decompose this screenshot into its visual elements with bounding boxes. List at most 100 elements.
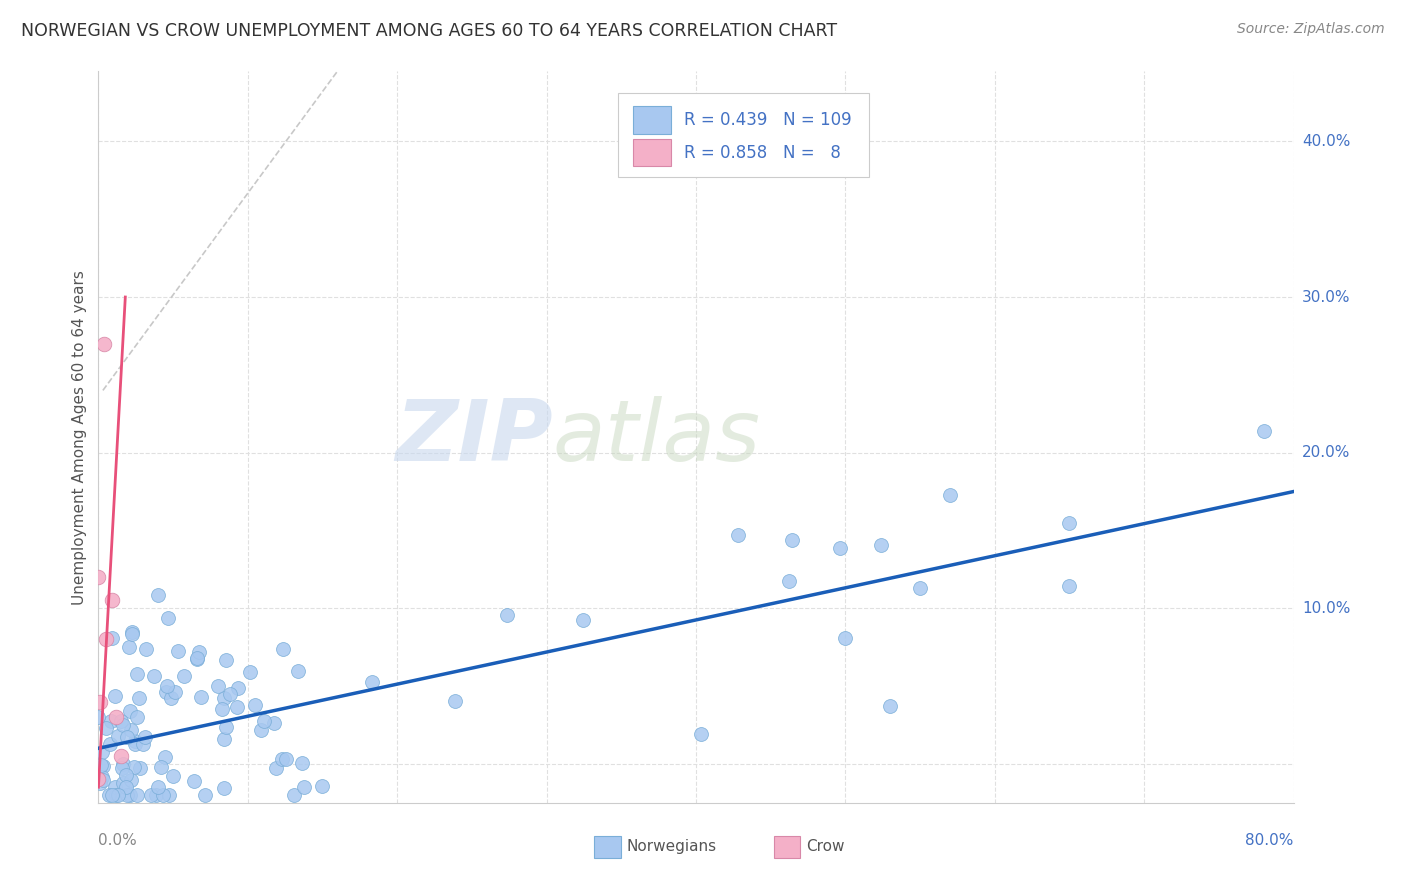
Point [115,780,138,794]
Point [107,729,129,743]
Point [111,760,134,774]
Point [129,761,152,775]
Point [139,788,162,802]
Point [135,642,157,657]
Point [105,788,128,802]
Point [111,776,134,790]
Point [89,776,111,790]
Point [107,788,129,802]
Point [1253,424,1275,438]
Point [211,701,233,715]
Point [287,665,309,679]
Point [166,643,188,657]
Point [245,698,267,712]
Point [132,737,155,751]
Point [361,675,384,690]
Point [225,699,247,714]
Text: Crow: Crow [806,839,845,855]
Text: 30.0%: 30.0% [1302,290,1350,304]
Point [100,714,122,729]
Point [253,714,276,728]
Text: 20.0%: 20.0% [1302,445,1350,460]
Point [239,665,262,680]
Point [111,718,134,732]
Point [105,710,128,724]
Point [879,698,901,713]
Point [120,772,142,787]
Point [117,788,139,802]
Text: atlas: atlas [553,395,761,479]
Point [250,723,273,738]
Point [155,685,177,699]
Point [128,690,150,705]
Point [156,680,179,694]
Point [87,772,110,787]
Text: 40.0%: 40.0% [1302,134,1350,149]
Point [90,758,112,772]
Point [121,627,143,641]
Point [274,752,297,766]
Point [156,610,179,624]
Point [271,752,294,766]
Point [153,749,176,764]
Point [134,731,156,745]
Point [908,581,931,595]
Bar [633,106,671,134]
Point [122,760,145,774]
Text: Source: ZipAtlas.com: Source: ZipAtlas.com [1237,22,1385,37]
Point [127,710,149,724]
Point [87,570,110,584]
Point [215,653,238,667]
Text: Norwegians: Norwegians [627,839,717,855]
Bar [633,138,671,167]
Point [190,690,212,704]
Point [94,632,117,647]
Point [870,538,893,552]
Point [149,760,172,774]
Point [101,788,124,802]
Point [157,788,180,802]
Point [263,715,285,730]
Point [212,691,235,706]
Point [183,773,205,788]
Point [219,687,242,701]
Point [830,541,852,555]
Point [91,745,114,759]
Point [292,780,315,794]
Point [160,690,183,705]
Point [117,640,139,654]
Point [104,780,127,794]
Point [112,757,135,772]
Point [311,779,333,793]
Point [127,667,149,681]
Point [101,632,124,646]
Point [271,642,294,657]
Point [215,720,238,734]
Point [91,770,114,784]
Point [101,593,124,607]
Text: R = 0.439   N = 109: R = 0.439 N = 109 [685,112,852,129]
Point [124,737,146,751]
Point [228,681,250,695]
Point [118,704,141,718]
Point [780,533,803,547]
Point [91,759,114,773]
Point [162,769,184,783]
Point [264,761,287,775]
Text: 0.0%: 0.0% [98,833,138,848]
Text: NORWEGIAN VS CROW UNEMPLOYMENT AMONG AGES 60 TO 64 YEARS CORRELATION CHART: NORWEGIAN VS CROW UNEMPLOYMENT AMONG AGE… [21,22,837,40]
Point [186,652,208,666]
Point [444,694,467,708]
Point [727,528,749,542]
Point [120,723,142,737]
Point [127,788,149,802]
Text: 80.0%: 80.0% [1246,833,1294,848]
Point [779,574,801,588]
Point [1059,516,1081,530]
Point [173,669,195,683]
Point [121,625,143,640]
Point [207,680,229,694]
Text: 10.0%: 10.0% [1302,601,1350,615]
Point [93,336,115,351]
Text: ZIP: ZIP [395,395,553,479]
